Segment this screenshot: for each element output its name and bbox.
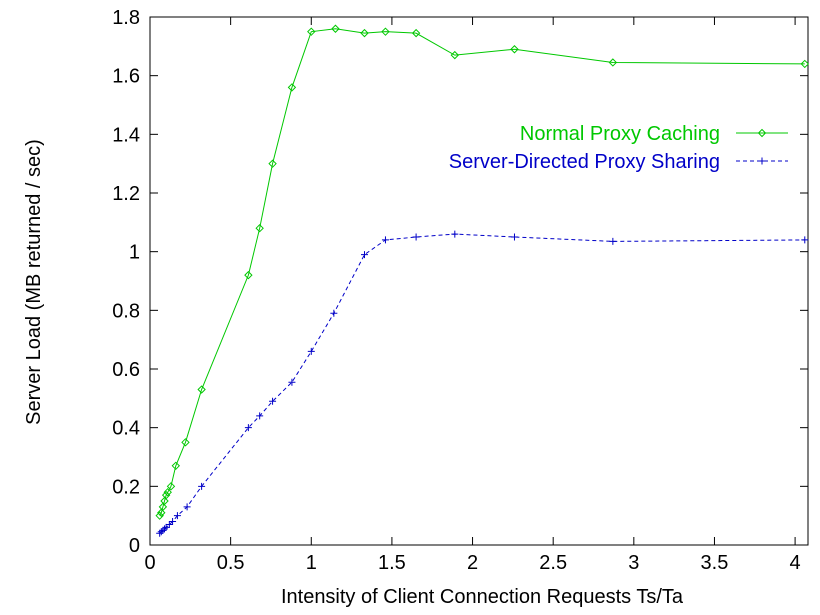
y-tick-label: 0 [129, 535, 140, 557]
series-1 [155, 24, 809, 520]
legend: Normal Proxy Caching Server-Directed Prox… [449, 123, 788, 173]
data-point [157, 508, 166, 517]
data-point [155, 511, 164, 520]
data-point [268, 159, 277, 168]
data-point [287, 83, 297, 92]
y-tick-label: 1.6 [112, 66, 140, 88]
legend-entry-label: Normal Proxy Caching [520, 123, 720, 145]
axis-ticks: 0 0.5 1 1.5 2 2.5 3 3.5 4 0 0.2 0.4 0.6 0.8 1 1.2 1.4 1.6… [112, 7, 808, 574]
data-point [157, 528, 165, 536]
plot-frame [149, 16, 809, 546]
data-point [256, 412, 264, 420]
data-point [510, 233, 518, 241]
plot-border [149, 16, 809, 546]
data-point [160, 496, 169, 506]
y-tick-label: 0.8 [112, 300, 140, 322]
series-container [155, 24, 809, 537]
data-point [451, 230, 459, 238]
x-tick-label: 2 [467, 552, 478, 574]
data-point [198, 482, 206, 490]
series-line [159, 233, 805, 534]
y-tick-label: 1 [129, 242, 140, 264]
data-point [801, 236, 809, 244]
data-point [307, 347, 315, 355]
y-tick-label: 1.8 [112, 7, 140, 29]
data-point [360, 251, 368, 259]
y-axis-label: Server Load (MB returned / sec) [23, 139, 45, 425]
x-tick-label: 0 [144, 552, 155, 574]
data-point [162, 523, 170, 531]
series-line [159, 28, 805, 516]
data-point [161, 525, 169, 533]
y-tick-label: 0.4 [112, 418, 140, 440]
data-point [608, 58, 618, 67]
legend-entry-label: Server-Directed Proxy Sharing [449, 151, 720, 173]
data-point [158, 502, 168, 512]
data-point [244, 270, 253, 280]
data-point [181, 438, 190, 447]
data-point [381, 236, 389, 244]
x-tick-label: 3 [628, 552, 639, 574]
x-tick-label: 0.5 [217, 552, 245, 574]
data-point [197, 385, 206, 394]
data-point [360, 28, 369, 38]
data-point [330, 309, 338, 317]
data-point [609, 237, 617, 245]
data-point [171, 461, 181, 471]
y-tick-label: 0.2 [112, 476, 140, 498]
y-tick-label: 0.6 [112, 359, 140, 381]
data-point [166, 482, 176, 491]
data-point [159, 526, 167, 534]
x-tick-label: 4 [790, 552, 801, 574]
data-point [411, 28, 421, 38]
data-point [800, 59, 809, 69]
data-point [244, 424, 252, 432]
data-point [269, 397, 277, 405]
x-axis-label: Intensity of Client Connection Requests … [281, 586, 684, 608]
y-tick-label: 1.2 [112, 183, 140, 205]
x-tick-label: 1.5 [378, 552, 406, 574]
data-point [163, 487, 172, 497]
data-point [758, 157, 766, 165]
data-point [288, 378, 296, 386]
data-point [381, 27, 390, 36]
data-point [412, 233, 420, 241]
x-tick-label: 3.5 [701, 552, 729, 574]
data-point [510, 45, 519, 54]
x-tick-label: 1 [306, 552, 317, 574]
data-point [757, 128, 767, 138]
data-point [165, 520, 173, 528]
data-point [307, 27, 316, 36]
data-point [450, 50, 460, 60]
data-point [255, 223, 264, 233]
data-point [169, 518, 177, 526]
y-tick-label: 1.4 [112, 124, 140, 146]
x-tick-label: 2.5 [539, 552, 567, 574]
data-point [156, 529, 164, 537]
data-point [183, 503, 191, 511]
data-point [161, 490, 171, 500]
series-2 [156, 230, 809, 537]
data-point [331, 24, 340, 33]
data-point [173, 512, 181, 520]
